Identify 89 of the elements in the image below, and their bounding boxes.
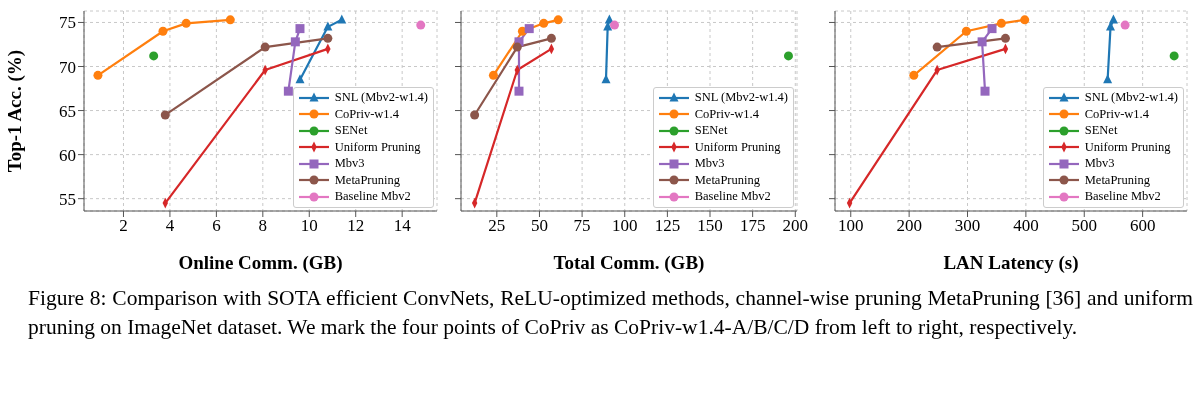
y-tick-label: 65 xyxy=(59,101,76,121)
point xyxy=(225,15,235,25)
point xyxy=(295,74,305,84)
legend-label: MetaPruning xyxy=(334,172,400,188)
legend-label: Baseline Mbv2 xyxy=(1084,189,1161,205)
point xyxy=(961,26,971,36)
point xyxy=(416,20,426,30)
point xyxy=(1020,15,1030,25)
x-tick-label: 500 xyxy=(1071,216,1098,236)
point xyxy=(980,86,990,96)
legend-label: SENet xyxy=(1084,123,1118,139)
point xyxy=(553,15,563,25)
point xyxy=(987,24,997,34)
legend-label: SNL (Mbv2-w1.4) xyxy=(334,90,428,106)
point xyxy=(181,18,191,28)
point xyxy=(512,42,522,52)
point xyxy=(1000,33,1010,43)
x-tick-label: 175 xyxy=(739,216,766,236)
y-tick-label: 70 xyxy=(59,57,76,77)
x-tick-label: 75 xyxy=(573,216,591,236)
x-tick-label: 14 xyxy=(393,216,412,236)
point xyxy=(514,86,524,96)
legend-label: Mbv3 xyxy=(334,156,365,172)
x-tick-label: 50 xyxy=(530,216,548,236)
legend-label: Uniform Pruning xyxy=(694,139,781,155)
point xyxy=(283,86,293,96)
point xyxy=(488,70,498,80)
x-axis-title: LAN Latency (s) xyxy=(943,252,1079,274)
point xyxy=(323,33,333,43)
caption: Figure 8: Comparison with SOTA efficient ConvNets, ReLU-optimized methods, channel-wise pruning MetaPruning [36] and uniform pruning on ImageNet dataset. We mark the four points of CoPriv as CoPriv-w1.4-A/B/C/D from left to right, respectively. xyxy=(28,285,1193,341)
legend-label: SENet xyxy=(694,123,728,139)
y-tick-label: 55 xyxy=(59,189,76,209)
point xyxy=(93,70,103,80)
point xyxy=(546,33,556,43)
point xyxy=(996,18,1006,28)
legend-label: SENet xyxy=(334,123,368,139)
point xyxy=(977,37,987,47)
legend-label: Mbv3 xyxy=(694,156,725,172)
x-tick-label: 100 xyxy=(838,216,864,236)
point xyxy=(932,42,942,52)
x-tick-label: 300 xyxy=(954,216,981,236)
x-tick-label: 400 xyxy=(1013,216,1039,236)
y-tick-label: 60 xyxy=(59,145,76,165)
x-tick-label: 4 xyxy=(165,216,175,236)
point xyxy=(610,20,619,30)
x-axis-title: Total Comm. (GB) xyxy=(553,252,705,274)
legend-label: CoPriv-w1.4 xyxy=(334,106,399,122)
point xyxy=(1106,21,1116,31)
legend-label: Uniform Pruning xyxy=(334,139,421,155)
point xyxy=(158,26,168,36)
legend-label: Baseline Mbv2 xyxy=(334,189,411,205)
point xyxy=(1120,20,1130,30)
legend-label: Mbv3 xyxy=(1084,156,1115,172)
point xyxy=(260,42,270,52)
legend-label: Uniform Pruning xyxy=(1084,139,1171,155)
legend-label: CoPriv-w1.4 xyxy=(694,106,759,122)
point xyxy=(1169,51,1179,61)
legend-label: SNL (Mbv2-w1.4) xyxy=(1084,90,1178,106)
x-tick-label: 8 xyxy=(258,216,268,236)
x-tick-label: 2 xyxy=(119,216,128,236)
x-tick-label: 600 xyxy=(1129,216,1156,236)
point xyxy=(290,37,300,47)
point xyxy=(470,110,480,120)
x-tick-label: 12 xyxy=(347,216,365,236)
point xyxy=(160,110,170,120)
x-tick-label: 150 xyxy=(697,216,723,236)
legend-label: CoPriv-w1.4 xyxy=(1084,106,1149,122)
legend-label: MetaPruning xyxy=(1084,172,1150,188)
point xyxy=(149,51,159,61)
legend-label: Baseline Mbv2 xyxy=(694,189,771,205)
legend-label: MetaPruning xyxy=(694,172,760,188)
x-tick-label: 200 xyxy=(896,216,922,236)
x-axis-title: Online Comm. (GB) xyxy=(178,252,343,274)
x-tick-label: 100 xyxy=(611,216,638,236)
x-tick-label: 125 xyxy=(654,216,681,236)
point xyxy=(1108,14,1118,24)
point xyxy=(909,70,919,80)
point xyxy=(295,24,305,34)
y-tick-label: 75 xyxy=(59,13,76,33)
legend-label: SNL (Mbv2-w1.4) xyxy=(694,90,788,106)
x-tick-label: 25 xyxy=(488,216,506,236)
x-tick-label: 6 xyxy=(212,216,221,236)
x-tick-label: 10 xyxy=(300,216,318,236)
point xyxy=(783,51,793,61)
y-axis-title: Top-1 Acc. (%) xyxy=(3,49,26,173)
point xyxy=(337,14,347,24)
point xyxy=(539,18,549,28)
x-tick-label: 200 xyxy=(782,216,809,236)
point xyxy=(524,24,534,34)
